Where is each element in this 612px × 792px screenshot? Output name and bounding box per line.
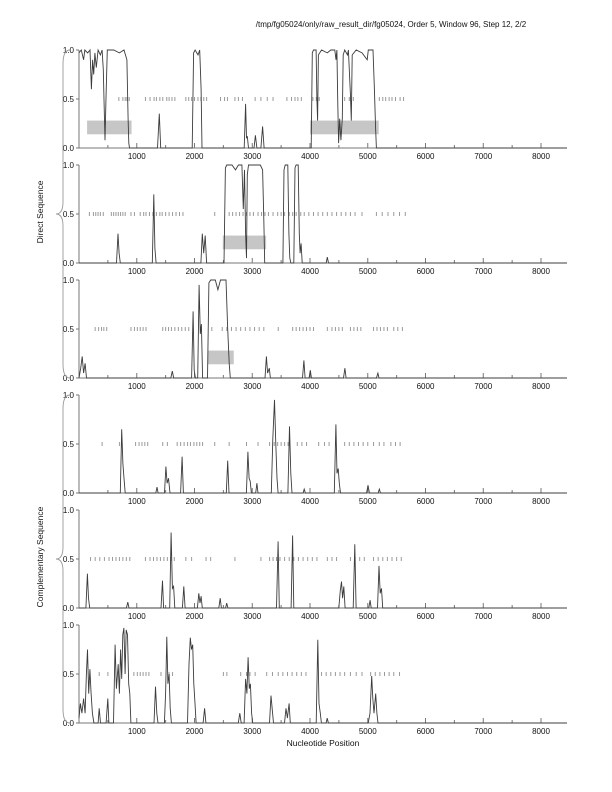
y-tick-label: 0.0 [63, 259, 75, 268]
panel-6-curve [78, 627, 567, 724]
x-tick-label: 8000 [532, 727, 550, 736]
x-tick-label: 1000 [128, 382, 146, 391]
x-tick-label: 5000 [359, 612, 377, 621]
x-tick-label: 5000 [359, 152, 377, 161]
x-tick-label: 2000 [186, 152, 204, 161]
panel-5-curve [79, 532, 567, 609]
x-tick-label: 5000 [359, 497, 377, 506]
y-tick-label: 0.5 [63, 555, 75, 564]
x-tick-label: 1000 [128, 727, 146, 736]
x-tick-label: 1000 [128, 267, 146, 276]
y-tick-label: 0.0 [63, 719, 75, 728]
predicted-region [207, 350, 234, 365]
x-tick-label: 8000 [532, 382, 550, 391]
x-tick-label: 6000 [417, 267, 435, 276]
x-tick-label: 7000 [474, 612, 492, 621]
x-tick-label: 1000 [128, 497, 146, 506]
y-tick-label: 0.5 [63, 210, 75, 219]
panel-2-curve [79, 164, 567, 264]
x-tick-label: 4000 [301, 612, 319, 621]
y-tick-label: 0.5 [63, 440, 75, 449]
y-tick-label: 1.0 [63, 161, 75, 170]
x-tick-label: 6000 [417, 152, 435, 161]
y-tick-label: 0.0 [63, 144, 75, 153]
x-axis-title: Nucleotide Position [286, 738, 360, 748]
x-tick-label: 4000 [301, 152, 319, 161]
y-tick-label: 0.0 [63, 604, 75, 613]
x-tick-label: 4000 [301, 497, 319, 506]
x-tick-label: 8000 [532, 497, 550, 506]
x-tick-label: 6000 [417, 382, 435, 391]
y-tick-label: 0.0 [63, 489, 75, 498]
x-tick-label: 3000 [243, 612, 261, 621]
x-tick-label: 5000 [359, 382, 377, 391]
x-tick-label: 7000 [474, 382, 492, 391]
y-tick-label: 0.5 [63, 95, 75, 104]
y-tick-label: 0.5 [63, 325, 75, 334]
x-tick-label: 7000 [474, 152, 492, 161]
x-tick-label: 8000 [532, 267, 550, 276]
x-tick-label: 8000 [532, 612, 550, 621]
predicted-region [310, 120, 379, 135]
y-tick-label: 1.0 [63, 621, 75, 630]
panel-4-curve [79, 399, 567, 494]
x-tick-label: 6000 [417, 612, 435, 621]
y-tick-label: 1.0 [63, 276, 75, 285]
x-tick-label: 5000 [359, 727, 377, 736]
x-tick-label: 1000 [128, 612, 146, 621]
x-tick-label: 7000 [474, 497, 492, 506]
x-tick-label: 3000 [243, 382, 261, 391]
x-tick-label: 3000 [243, 267, 261, 276]
direct-sequence-brace [55, 49, 71, 379]
x-tick-label: 2000 [186, 727, 204, 736]
x-tick-label: 4000 [301, 267, 319, 276]
x-tick-label: 3000 [243, 727, 261, 736]
x-tick-label: 3000 [243, 497, 261, 506]
panel-3-curve [78, 279, 567, 379]
x-tick-label: 4000 [301, 382, 319, 391]
x-tick-label: 2000 [186, 497, 204, 506]
y-tick-label: 0.5 [63, 670, 75, 679]
x-tick-label: 6000 [417, 497, 435, 506]
x-tick-label: 2000 [186, 267, 204, 276]
x-tick-label: 2000 [186, 382, 204, 391]
x-tick-label: 7000 [474, 267, 492, 276]
predicted-region [222, 235, 267, 250]
x-tick-label: 7000 [474, 727, 492, 736]
x-tick-label: 5000 [359, 267, 377, 276]
x-tick-label: 4000 [301, 727, 319, 736]
x-tick-label: 6000 [417, 727, 435, 736]
panel-1-curve [78, 48, 567, 149]
x-tick-label: 8000 [532, 152, 550, 161]
predicted-region [87, 120, 132, 135]
y-tick-label: 1.0 [63, 506, 75, 515]
x-tick-label: 1000 [128, 152, 146, 161]
plot-title: /tmp/fg05024/only/raw_result_dir/fg05024… [255, 20, 527, 29]
y-tick-label: 0.0 [63, 374, 75, 383]
x-tick-label: 2000 [186, 612, 204, 621]
complementary-sequence-brace [55, 394, 71, 724]
x-tick-label: 3000 [243, 152, 261, 161]
